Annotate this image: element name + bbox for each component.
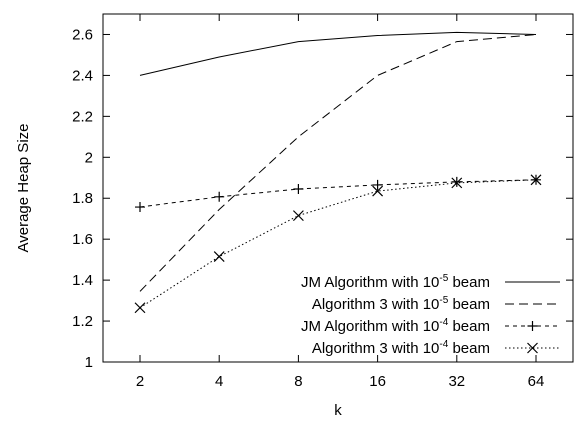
x-tick-label: 2	[136, 373, 144, 390]
series-line	[139, 31, 537, 76]
legend-label: JM Algorithm with 10-4 beam	[301, 317, 490, 335]
data-point	[372, 179, 383, 190]
series-3	[135, 174, 541, 213]
x-tick-label: 4	[215, 373, 223, 390]
data-point	[293, 184, 304, 195]
y-axis-label: Average Heap Size	[15, 124, 32, 253]
series-line	[139, 179, 537, 208]
plot-frame	[102, 13, 574, 363]
y-tick-label: 1.6	[72, 231, 93, 248]
series-layer	[134, 31, 542, 314]
legend: JM Algorithm with 10-5 beam Algorithm 3 w…	[301, 273, 560, 357]
series-2	[139, 34, 537, 292]
legend-label: Algorithm 3 with 10-5 beam	[312, 295, 490, 313]
y-tick-label: 2.6	[72, 26, 93, 43]
legend-label: JM Algorithm with 10-5 beam	[301, 273, 490, 291]
y-tick-label: 1.4	[72, 272, 93, 289]
plot-border	[102, 13, 574, 363]
legend-item: JM Algorithm with 10-4 beam	[301, 317, 560, 335]
x-tick-label: 64	[528, 373, 545, 390]
y-tick-label: 2.2	[72, 108, 93, 125]
legend-marker	[527, 321, 538, 331]
legend-item: Algorithm 3 with 10-4 beam	[312, 339, 560, 357]
series-1	[139, 31, 537, 76]
data-point	[213, 251, 225, 263]
legend-item: JM Algorithm with 10-5 beam	[301, 273, 560, 291]
x-axis-label: k	[334, 402, 342, 419]
legend-marker	[527, 342, 538, 354]
y-axis: 1 1.2 1.4 1.6 1.8 2 2.2 2.4 2.6	[72, 26, 573, 371]
legend-label: Algorithm 3 with 10-4 beam	[312, 339, 490, 357]
data-point	[451, 176, 462, 187]
x-axis: 2 4 8 16 32 64	[136, 14, 545, 390]
data-point	[214, 191, 225, 202]
series-4	[134, 174, 542, 314]
y-tick-label: 2	[85, 149, 93, 166]
data-point	[372, 185, 384, 197]
legend-item: Algorithm 3 with 10-5 beam	[312, 295, 560, 313]
data-point	[530, 174, 542, 186]
y-tick-label: 1	[85, 354, 93, 371]
y-tick-label: 1.2	[72, 313, 93, 330]
y-tick-label: 1.8	[72, 190, 93, 207]
data-point	[292, 210, 304, 222]
series-line	[139, 34, 537, 292]
y-tick-label: 2.4	[72, 67, 93, 84]
x-tick-label: 8	[294, 373, 302, 390]
data-point	[451, 177, 463, 189]
data-point	[135, 202, 145, 213]
series-line	[139, 179, 537, 309]
data-point	[134, 302, 146, 314]
x-tick-label: 32	[448, 373, 465, 390]
x-tick-label: 16	[369, 373, 386, 390]
